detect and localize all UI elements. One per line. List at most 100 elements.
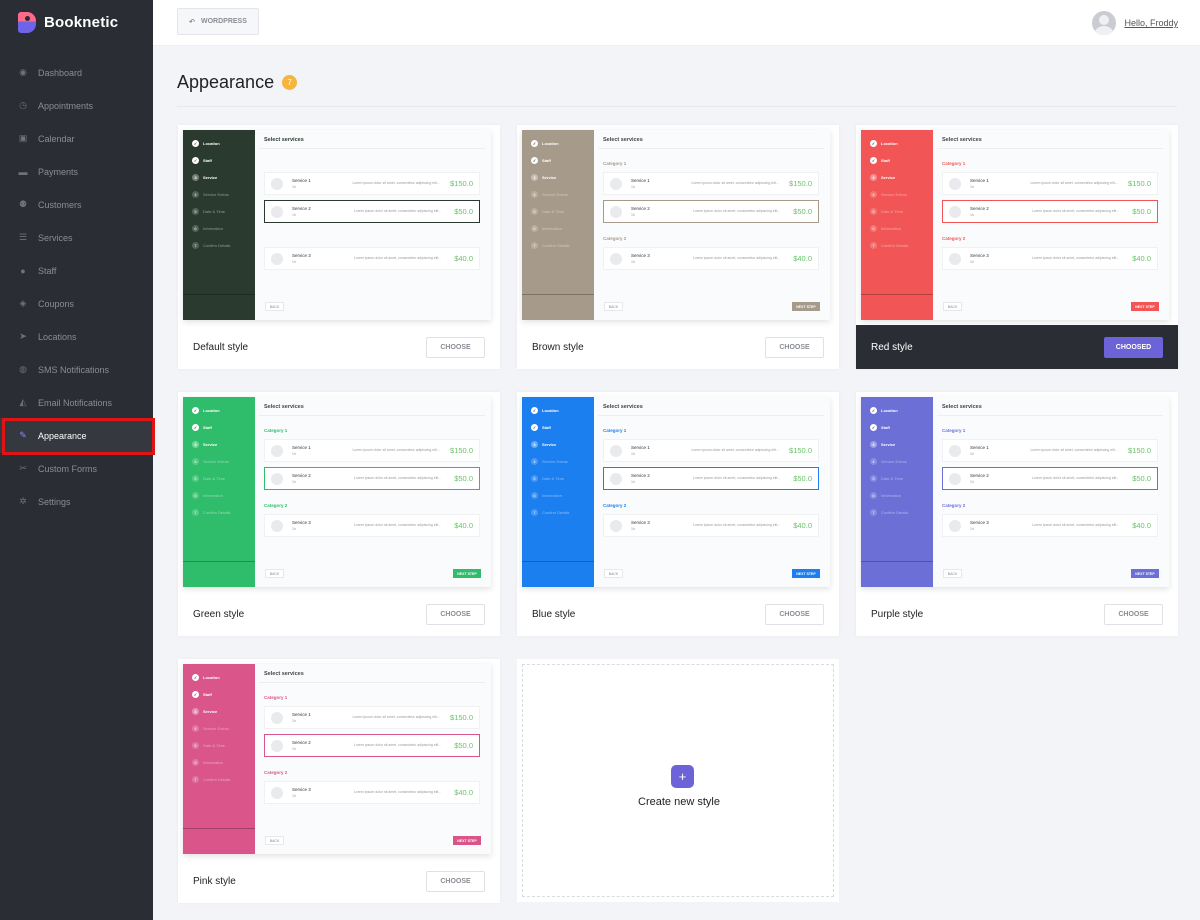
preview-divider <box>937 148 1163 149</box>
step-check-icon: 6 <box>531 225 538 232</box>
step-check-icon: 5 <box>531 208 538 215</box>
step-check-icon: 6 <box>531 492 538 499</box>
preview-step: 4 Service Extras <box>192 458 229 465</box>
preview-service: Service 1 1h Lorem ipsum dolor sit amet, c… <box>942 172 1158 195</box>
preview-panel-title: Select services <box>942 137 982 143</box>
sidebar-item-settings[interactable]: ✲ Settings <box>0 485 153 518</box>
style-preview: ✓ Location ✓ Staff 3 Service 4 Service Extras 5 D… <box>522 130 830 320</box>
step-check-icon: 5 <box>870 475 877 482</box>
service-image-icon <box>949 444 961 457</box>
preview-service-name: Service 2 <box>970 473 989 478</box>
brush-icon: ✎ <box>19 430 27 440</box>
choose-button[interactable]: CHOOSE <box>426 337 485 358</box>
preview-step-label: Location <box>542 408 559 413</box>
preview-service-desc: Lorem ipsum dolor sit amet, consectetur … <box>693 256 781 260</box>
style-preview: ✓ Location ✓ Staff 3 Service 4 Service Extras 5 D… <box>522 397 830 587</box>
preview-sidebar: ✓ Location ✓ Staff 3 Service 4 Service Extras 5 D… <box>183 397 255 587</box>
preview-back-button: BACK <box>265 836 284 845</box>
create-style-card[interactable]: + Create new style <box>517 659 839 902</box>
service-image-icon <box>271 711 283 724</box>
step-check-icon: ✓ <box>870 157 877 164</box>
preview-service: Service 3 1h Lorem ipsum dolor sit amet, c… <box>264 781 480 804</box>
preview-service-price: $150.0 <box>1128 446 1151 455</box>
preview-service-name: Service 2 <box>631 206 650 211</box>
preview-service-price: $150.0 <box>450 713 473 722</box>
preview-sidebar: ✓ Location ✓ Staff 3 Service 4 Service Extras 5 D… <box>522 130 594 320</box>
preview-step-label: Information <box>881 493 902 498</box>
preview-step: 7 Confirm Details <box>531 509 569 516</box>
preview-step-label: Service <box>881 442 896 447</box>
wordpress-back-button[interactable]: ↶ WORDPRESS <box>177 8 259 35</box>
brand-logo[interactable]: Booknetic <box>18 11 118 33</box>
create-style-label: Create new style <box>638 796 720 808</box>
choose-button[interactable]: CHOOSE <box>765 337 824 358</box>
style-card-blue-style[interactable]: ✓ Location ✓ Staff 3 Service 4 Service Extras 5 D… <box>517 392 839 636</box>
sidebar-item-custom-forms[interactable]: ✂ Custom Forms <box>0 452 153 485</box>
sidebar-item-coupons[interactable]: ◈ Coupons <box>0 287 153 320</box>
preview-service-duration: 1h <box>292 452 296 456</box>
style-card-green-style[interactable]: ✓ Location ✓ Staff 3 Service 4 Service Extras 5 D… <box>178 392 500 636</box>
user-icon: ● <box>20 265 26 276</box>
step-check-icon: ✓ <box>531 157 538 164</box>
preview-panel-title: Select services <box>603 404 643 410</box>
page-title-text: Appearance <box>177 72 275 92</box>
preview-category: Category 2 <box>264 236 287 241</box>
sidebar-item-locations[interactable]: ➤ Locations <box>0 320 153 353</box>
preview-step-label: Information <box>542 493 563 498</box>
preview-step: ✓ Location <box>192 674 220 681</box>
preview-divider <box>259 682 485 683</box>
style-card-footer: Green style CHOOSE <box>178 592 500 636</box>
choose-button[interactable]: CHOOSE <box>765 604 824 625</box>
preview-step-label: Service <box>203 442 218 447</box>
sidebar-item-email-notifications[interactable]: ◭ Email Notifications <box>0 386 153 419</box>
style-card-pink-style[interactable]: ✓ Location ✓ Staff 3 Service 4 Service Extras 5 D… <box>178 659 500 903</box>
step-check-icon: 3 <box>192 174 199 181</box>
choose-button[interactable]: CHOOSE <box>1104 604 1163 625</box>
preview-step: 6 Information <box>531 492 562 499</box>
choose-button[interactable]: CHOOSE <box>426 871 485 892</box>
sidebar-item-sms-notifications[interactable]: ◍ SMS Notifications <box>0 353 153 386</box>
preview-category: Category 1 <box>603 428 627 433</box>
preview-step-label: Location <box>881 408 898 413</box>
style-preview: ✓ Location ✓ Staff 3 Service 4 Service Extras 5 D… <box>183 130 491 320</box>
user-menu[interactable]: Hello, Froddy <box>1092 11 1178 35</box>
preview-back-button: BACK <box>943 302 962 311</box>
sidebar-item-calendar[interactable]: ▣ Calendar <box>0 122 153 155</box>
dashboard-icon: ◉ <box>19 67 27 77</box>
preview-sidebar-divider <box>183 828 255 829</box>
sidebar-item-dashboard[interactable]: ◉ Dashboard <box>0 56 153 89</box>
step-check-icon: 7 <box>870 509 877 516</box>
choose-button[interactable]: CHOOSE <box>426 604 485 625</box>
preview-service-name: Service 2 <box>292 740 311 745</box>
preview-service: Service 3 1h Lorem ipsum dolor sit amet, c… <box>942 247 1158 270</box>
preview-step: ✓ Location <box>870 407 898 414</box>
preview-step: 6 Information <box>870 225 901 232</box>
preview-service-name: Service 2 <box>292 206 311 211</box>
sidebar-item-services[interactable]: ☰ Services <box>0 221 153 254</box>
sidebar-item-appointments[interactable]: ◷ Appointments <box>0 89 153 122</box>
preview-next-button: NEXT STEP <box>792 302 820 311</box>
user-greeting-link[interactable]: Hello, Froddy <box>1124 18 1178 28</box>
preview-step-label: Service Extras <box>542 192 568 197</box>
step-check-icon: 5 <box>870 208 877 215</box>
style-card-purple-style[interactable]: ✓ Location ✓ Staff 3 Service 4 Service Extras 5 D… <box>856 392 1178 636</box>
preview-step-label: Information <box>203 493 224 498</box>
preview-service-name: Service 2 <box>631 473 650 478</box>
sidebar-item-label: SMS Notifications <box>38 364 110 375</box>
preview-divider <box>937 415 1163 416</box>
preview-step: 4 Service Extras <box>192 725 229 732</box>
sidebar-item-appearance[interactable]: ✎ Appearance <box>0 418 153 453</box>
tag-icon: ◈ <box>19 298 27 308</box>
preview-main: Select services Category 1 Category 2 Servi… <box>255 130 491 320</box>
plus-icon[interactable]: + <box>671 765 694 788</box>
sidebar-item-staff[interactable]: ● Staff <box>0 254 153 287</box>
preview-step: 5 Date & Time <box>192 208 225 215</box>
style-card-red-style[interactable]: ✓ Location ✓ Staff 3 Service 4 Service Extras 5 D… <box>856 125 1178 369</box>
sidebar-item-payments[interactable]: ▬ Payments <box>0 155 153 188</box>
preview-step: 3 Service <box>531 174 556 181</box>
style-card-brown-style[interactable]: ✓ Location ✓ Staff 3 Service 4 Service Extras 5 D… <box>517 125 839 369</box>
choose-button[interactable]: CHOOSED <box>1104 337 1163 358</box>
style-card-default-style[interactable]: ✓ Location ✓ Staff 3 Service 4 Service Extras 5 D… <box>178 125 500 369</box>
sidebar-item-customers[interactable]: ⚉ Customers <box>0 188 153 221</box>
create-style-dropzone[interactable]: + Create new style <box>522 664 834 897</box>
